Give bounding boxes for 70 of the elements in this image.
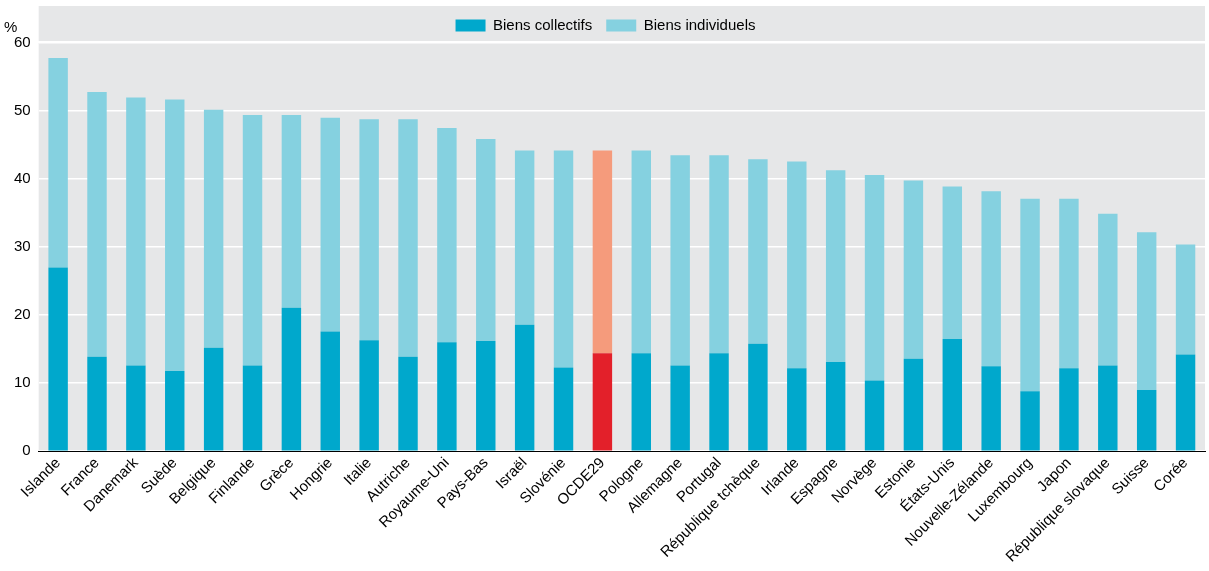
bar bbox=[903, 180, 924, 359]
bar bbox=[87, 356, 107, 451]
bar bbox=[631, 150, 651, 354]
bar bbox=[398, 356, 418, 451]
bar bbox=[942, 186, 963, 339]
bar bbox=[398, 119, 418, 357]
bar bbox=[476, 138, 496, 341]
bar bbox=[281, 307, 302, 451]
bar bbox=[1098, 213, 1118, 366]
y-tick-label: 40 bbox=[14, 169, 31, 187]
bar bbox=[942, 338, 963, 451]
bar bbox=[242, 365, 263, 451]
bar bbox=[787, 368, 807, 451]
bar bbox=[631, 353, 651, 451]
bar bbox=[514, 150, 535, 325]
bar bbox=[203, 347, 224, 451]
bar bbox=[1020, 198, 1040, 392]
bar bbox=[670, 365, 690, 451]
bar bbox=[670, 155, 690, 366]
bar bbox=[48, 267, 68, 451]
bar bbox=[825, 362, 846, 451]
bar bbox=[981, 366, 1001, 451]
bar bbox=[437, 342, 457, 451]
y-tick-label: 20 bbox=[14, 305, 31, 323]
y-tick-label: 30 bbox=[14, 237, 31, 255]
bar bbox=[203, 109, 224, 348]
bar bbox=[748, 159, 768, 344]
bar bbox=[165, 99, 185, 371]
bar bbox=[48, 57, 68, 268]
y-axis-title: % bbox=[4, 17, 18, 35]
bar bbox=[592, 150, 613, 354]
y-tick-label: 0 bbox=[22, 441, 31, 459]
bar bbox=[864, 174, 885, 381]
bar bbox=[553, 367, 574, 451]
bar bbox=[126, 365, 146, 451]
bar bbox=[1175, 244, 1196, 355]
bar bbox=[825, 170, 846, 363]
bar bbox=[1020, 391, 1040, 451]
bar bbox=[748, 343, 768, 451]
bar bbox=[320, 117, 340, 332]
y-tick-label: 50 bbox=[14, 101, 31, 119]
bar bbox=[359, 119, 379, 341]
y-tick-label: 60 bbox=[14, 33, 31, 51]
legend-label: Biens individuels bbox=[643, 15, 756, 33]
bar bbox=[864, 380, 885, 451]
bar bbox=[242, 115, 263, 366]
bar bbox=[709, 353, 729, 451]
bar bbox=[165, 370, 185, 451]
bar bbox=[281, 115, 302, 308]
bar bbox=[437, 128, 457, 343]
bar bbox=[126, 97, 146, 366]
bar bbox=[1136, 389, 1157, 451]
bar bbox=[359, 340, 379, 451]
bar bbox=[981, 191, 1001, 367]
bar bbox=[87, 91, 107, 357]
bar bbox=[1059, 368, 1079, 451]
bar bbox=[320, 331, 340, 451]
y-tick-label: 10 bbox=[14, 373, 31, 391]
bar bbox=[903, 358, 924, 451]
bar bbox=[1059, 198, 1079, 369]
bar bbox=[1136, 232, 1157, 390]
legend-label: Biens collectifs bbox=[493, 15, 593, 33]
bar bbox=[1175, 354, 1196, 451]
bar bbox=[1098, 365, 1118, 451]
bar bbox=[553, 150, 574, 368]
bar bbox=[709, 155, 729, 354]
bar bbox=[476, 340, 496, 451]
bar bbox=[787, 161, 807, 369]
bar bbox=[592, 353, 613, 451]
bar bbox=[514, 324, 535, 451]
